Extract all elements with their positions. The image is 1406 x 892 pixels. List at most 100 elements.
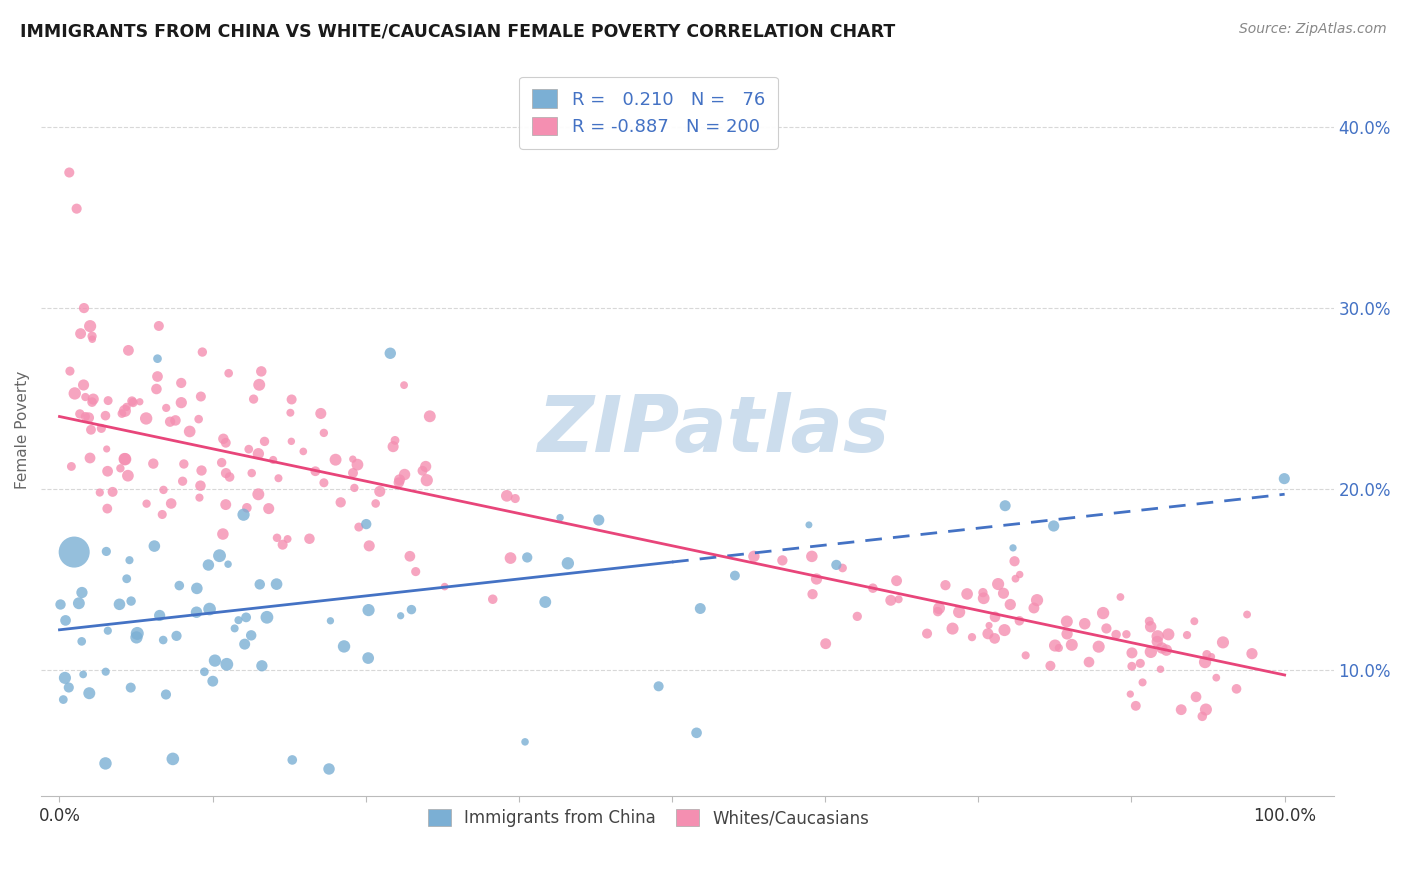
Point: [150, 508, 173, 522]
Point: [1195, 702, 1218, 716]
Point: [1043, 639, 1066, 653]
Point: [72, 667, 94, 681]
Point: [394, 467, 416, 482]
Point: [797, 517, 820, 532]
Point: [419, 409, 441, 424]
Point: [218, 366, 240, 380]
Point: [108, 597, 131, 611]
Point: [215, 498, 238, 512]
Point: [1225, 681, 1247, 696]
Point: [142, 457, 165, 471]
Point: [1212, 635, 1234, 649]
Point: [215, 657, 238, 672]
Point: [1022, 601, 1045, 615]
Point: [724, 568, 747, 582]
Point: [388, 473, 411, 487]
Point: [880, 593, 903, 607]
Text: IMMIGRANTS FROM CHINA VS WHITE/CAUCASIAN FEMALE POVERTY CORRELATION CHART: IMMIGRANTS FROM CHINA VS WHITE/CAUCASIAN…: [20, 22, 896, 40]
Point: [346, 458, 368, 472]
Point: [1191, 709, 1213, 723]
Point: [115, 572, 138, 586]
Point: [1119, 687, 1142, 701]
Point: [513, 735, 536, 749]
Point: [1047, 640, 1070, 655]
Point: [204, 654, 226, 668]
Point: [481, 592, 503, 607]
Point: [1004, 554, 1026, 568]
Point: [232, 508, 254, 522]
Point: [689, 601, 711, 615]
Point: [1042, 519, 1064, 533]
Point: [831, 561, 853, 575]
Point: [75, 390, 97, 404]
Point: [212, 527, 235, 541]
Point: [325, 452, 347, 467]
Point: [117, 468, 139, 483]
Point: [257, 501, 280, 516]
Point: [70, 585, 93, 599]
Point: [987, 577, 1010, 591]
Point: [162, 752, 184, 766]
Point: [516, 550, 538, 565]
Point: [152, 483, 174, 497]
Point: [52, 692, 75, 706]
Point: [193, 665, 215, 679]
Point: [70, 634, 93, 648]
Point: [59, 364, 82, 378]
Point: [742, 549, 765, 564]
Point: [190, 463, 212, 477]
Point: [172, 474, 194, 488]
Point: [155, 401, 177, 415]
Point: [118, 553, 141, 567]
Point: [128, 394, 150, 409]
Point: [1109, 590, 1132, 604]
Point: [188, 491, 211, 505]
Point: [58, 165, 80, 179]
Point: [170, 376, 193, 390]
Point: [267, 471, 290, 485]
Point: [416, 473, 439, 487]
Point: [262, 453, 284, 467]
Point: [359, 539, 381, 553]
Point: [1170, 703, 1192, 717]
Point: [972, 585, 994, 599]
Point: [401, 602, 423, 616]
Point: [1008, 567, 1031, 582]
Point: [247, 447, 270, 461]
Point: [1156, 643, 1178, 657]
Point: [503, 491, 526, 506]
Point: [1140, 645, 1163, 659]
Point: [101, 484, 124, 499]
Point: [238, 442, 260, 457]
Point: [405, 565, 427, 579]
Point: [309, 407, 332, 421]
Point: [1014, 648, 1036, 663]
Point: [125, 631, 148, 645]
Point: [94, 409, 117, 423]
Point: [1095, 622, 1118, 636]
Point: [115, 400, 138, 414]
Point: [588, 513, 610, 527]
Point: [120, 594, 142, 608]
Point: [281, 753, 304, 767]
Point: [948, 605, 970, 619]
Point: [117, 343, 139, 358]
Point: [280, 406, 302, 420]
Point: [1146, 634, 1168, 648]
Point: [179, 425, 201, 439]
Point: [389, 608, 412, 623]
Point: [342, 466, 364, 480]
Point: [146, 351, 169, 366]
Point: [1201, 649, 1223, 664]
Point: [96, 544, 118, 558]
Point: [1092, 606, 1115, 620]
Point: [392, 378, 415, 392]
Point: [69, 326, 91, 341]
Point: [280, 392, 302, 407]
Point: [364, 496, 387, 510]
Point: [1039, 658, 1062, 673]
Point: [915, 626, 938, 640]
Point: [218, 470, 240, 484]
Point: [160, 496, 183, 510]
Point: [97, 624, 120, 638]
